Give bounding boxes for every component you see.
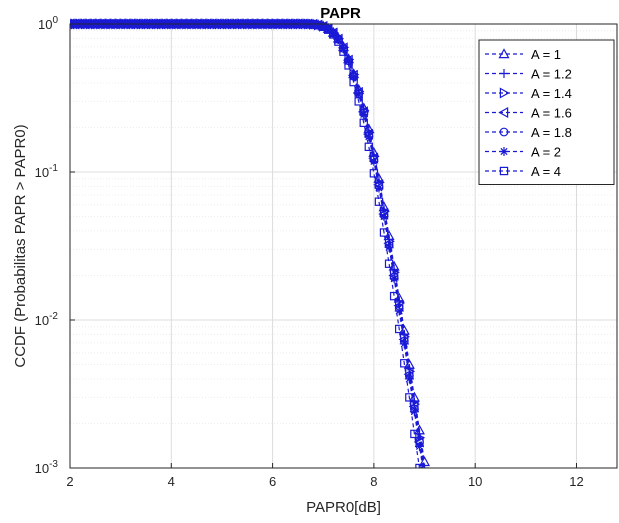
series-point bbox=[328, 28, 338, 38]
series-point bbox=[374, 197, 384, 206]
series-point bbox=[354, 89, 364, 99]
series-point bbox=[379, 212, 389, 222]
x-tick-label: 10 bbox=[468, 474, 482, 489]
legend: A = 1 A = 1.2 A = 1.4 A = 1.6 A = 1.8 A = 2 A … bbox=[478, 39, 615, 185]
legend-label: A = 1 bbox=[531, 47, 561, 62]
legend-label: A = 1.8 bbox=[531, 125, 572, 140]
series-point bbox=[389, 291, 399, 301]
y-tick-label: 10-1 bbox=[35, 163, 59, 180]
plot-frame bbox=[69, 23, 618, 469]
series-point bbox=[420, 463, 430, 468]
legend-label: A = 1.2 bbox=[531, 67, 572, 82]
series-point bbox=[379, 228, 389, 237]
legend-marker bbox=[499, 87, 510, 99]
series-point bbox=[339, 44, 348, 54]
y-tick-label: 10-2 bbox=[35, 311, 59, 328]
legend-label: A = 1.6 bbox=[531, 106, 572, 121]
series-point bbox=[354, 97, 363, 106]
series-point bbox=[349, 72, 359, 82]
series-point bbox=[399, 339, 409, 349]
series-point bbox=[410, 429, 419, 439]
chart-title: PAPR bbox=[320, 5, 361, 22]
x-tick-label: 12 bbox=[569, 474, 583, 489]
legend-marker bbox=[498, 48, 510, 59]
series-point bbox=[329, 30, 338, 39]
series-point bbox=[414, 441, 424, 451]
series-point bbox=[364, 142, 374, 152]
series-point bbox=[404, 374, 414, 384]
legend-marker bbox=[499, 127, 509, 137]
series-point bbox=[405, 393, 414, 402]
series-point bbox=[374, 183, 384, 193]
series-point bbox=[369, 156, 379, 166]
y-tick-label: 100 bbox=[38, 15, 58, 32]
series-point bbox=[324, 25, 333, 34]
x-tick-label: 4 bbox=[168, 474, 175, 489]
series-point bbox=[409, 407, 419, 417]
series-point bbox=[394, 306, 404, 316]
series-point bbox=[333, 35, 343, 45]
legend-label: A = 4 bbox=[531, 164, 561, 179]
series-point bbox=[400, 359, 409, 368]
series-point bbox=[384, 242, 394, 252]
series-point bbox=[389, 274, 399, 284]
x-tick-label: 2 bbox=[66, 474, 73, 489]
x-tick-label: 6 bbox=[269, 474, 276, 489]
y-tick-label: 10-3 bbox=[35, 459, 59, 476]
legend-marker bbox=[499, 69, 509, 78]
series-point bbox=[313, 20, 323, 30]
legend-label: A = 2 bbox=[531, 145, 561, 160]
legend-marker bbox=[499, 166, 509, 176]
y-axis-label: CCDF (Probabilitas PAPR > PAPR0) bbox=[12, 124, 29, 367]
series-point bbox=[364, 132, 374, 142]
legend-label: A = 1.4 bbox=[531, 86, 572, 101]
series-point bbox=[384, 259, 394, 268]
series-point bbox=[319, 22, 328, 31]
series-point bbox=[369, 169, 379, 178]
x-tick-label: 8 bbox=[370, 474, 377, 489]
series-point bbox=[344, 61, 353, 70]
axis-ticks: 2 4 6 8 10 12 100 10-1 10-2 10-3 bbox=[35, 15, 584, 489]
legend-marker bbox=[499, 147, 509, 156]
legend-marker bbox=[498, 106, 509, 119]
series-point bbox=[349, 77, 358, 87]
series-point bbox=[359, 109, 369, 119]
series-point bbox=[395, 324, 404, 334]
series-point bbox=[359, 118, 368, 127]
x-axis-label: PAPR0[dB] bbox=[306, 499, 381, 516]
series-point bbox=[339, 47, 348, 56]
series-point bbox=[334, 37, 343, 46]
